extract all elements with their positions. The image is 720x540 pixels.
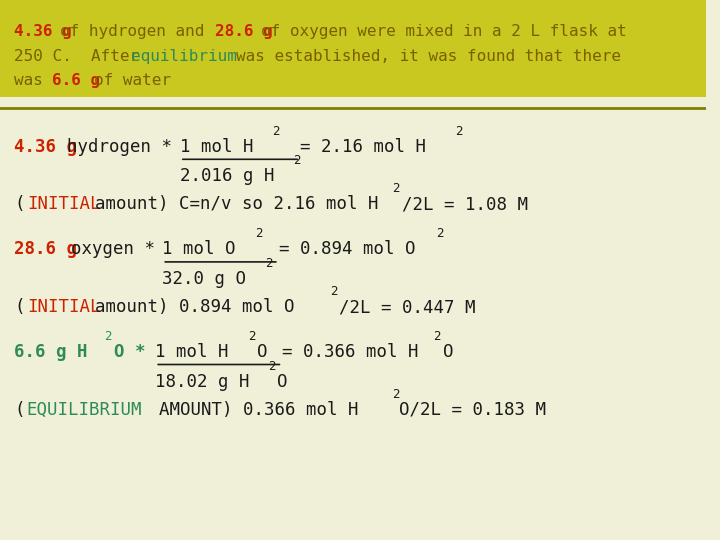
Text: (: ( bbox=[14, 401, 24, 418]
Text: amount) 0.894 mol O: amount) 0.894 mol O bbox=[95, 298, 294, 316]
Text: O *: O * bbox=[114, 343, 146, 361]
Text: 28.6 g: 28.6 g bbox=[14, 240, 77, 258]
Text: 2: 2 bbox=[436, 227, 444, 240]
Text: 2: 2 bbox=[271, 125, 279, 138]
Text: = 2.16 mol H: = 2.16 mol H bbox=[300, 138, 426, 156]
FancyBboxPatch shape bbox=[0, 0, 706, 97]
Text: 2: 2 bbox=[256, 227, 263, 240]
Text: 1 mol O: 1 mol O bbox=[162, 240, 236, 258]
Text: 28.6 g: 28.6 g bbox=[215, 24, 273, 39]
Text: oxygen *: oxygen * bbox=[71, 240, 165, 258]
Text: 2: 2 bbox=[269, 360, 276, 373]
Text: AMOUNT) 0.366 mol H: AMOUNT) 0.366 mol H bbox=[159, 401, 359, 418]
Text: 18.02 g H: 18.02 g H bbox=[156, 373, 250, 390]
Text: = 0.366 mol H: = 0.366 mol H bbox=[282, 343, 419, 361]
Text: (: ( bbox=[14, 298, 24, 316]
Text: 1 mol H: 1 mol H bbox=[180, 138, 253, 156]
Text: O: O bbox=[276, 373, 287, 390]
Text: 4.36 g: 4.36 g bbox=[14, 24, 72, 39]
Text: 1 mol H: 1 mol H bbox=[156, 343, 229, 361]
Text: equilibrium: equilibrium bbox=[130, 49, 236, 64]
Text: 2.016 g H: 2.016 g H bbox=[180, 167, 274, 185]
Text: 2: 2 bbox=[293, 154, 300, 167]
Text: O: O bbox=[257, 343, 267, 361]
Text: 6.6 g: 6.6 g bbox=[52, 73, 99, 88]
Text: 250 C.  After: 250 C. After bbox=[14, 49, 139, 64]
Text: (: ( bbox=[14, 195, 24, 213]
Text: 2: 2 bbox=[265, 257, 272, 270]
Text: /2L = 0.447 M: /2L = 0.447 M bbox=[339, 298, 475, 316]
Text: 4.36 g: 4.36 g bbox=[14, 138, 77, 156]
Text: 2: 2 bbox=[104, 330, 112, 343]
Text: EQUILIBRIUM: EQUILIBRIUM bbox=[27, 401, 143, 418]
Text: 2: 2 bbox=[330, 285, 338, 298]
Text: /2L = 1.08 M: /2L = 1.08 M bbox=[402, 195, 528, 213]
Text: amount) C=n/v so 2.16 mol H: amount) C=n/v so 2.16 mol H bbox=[95, 195, 379, 213]
Text: 2: 2 bbox=[392, 388, 399, 401]
Text: of oxygen were mixed in a 2 L flask at: of oxygen were mixed in a 2 L flask at bbox=[261, 24, 627, 39]
Text: 32.0 g O: 32.0 g O bbox=[162, 270, 246, 288]
Text: INITIAL: INITIAL bbox=[27, 298, 100, 316]
Text: O: O bbox=[443, 343, 453, 361]
Text: of water: of water bbox=[94, 73, 171, 88]
Text: 2: 2 bbox=[433, 330, 441, 343]
Text: was established, it was found that there: was established, it was found that there bbox=[236, 49, 621, 64]
Text: 2: 2 bbox=[455, 125, 463, 138]
Text: 2: 2 bbox=[392, 183, 400, 195]
Text: 6.6 g H: 6.6 g H bbox=[14, 343, 88, 361]
Text: of hydrogen and: of hydrogen and bbox=[60, 24, 204, 39]
Text: = 0.894 mol O: = 0.894 mol O bbox=[279, 240, 415, 258]
Text: was: was bbox=[14, 73, 43, 88]
Text: INITIAL: INITIAL bbox=[27, 195, 100, 213]
Text: 2: 2 bbox=[248, 330, 256, 343]
Text: O/2L = 0.183 M: O/2L = 0.183 M bbox=[400, 401, 546, 418]
Text: hydrogen *: hydrogen * bbox=[67, 138, 183, 156]
